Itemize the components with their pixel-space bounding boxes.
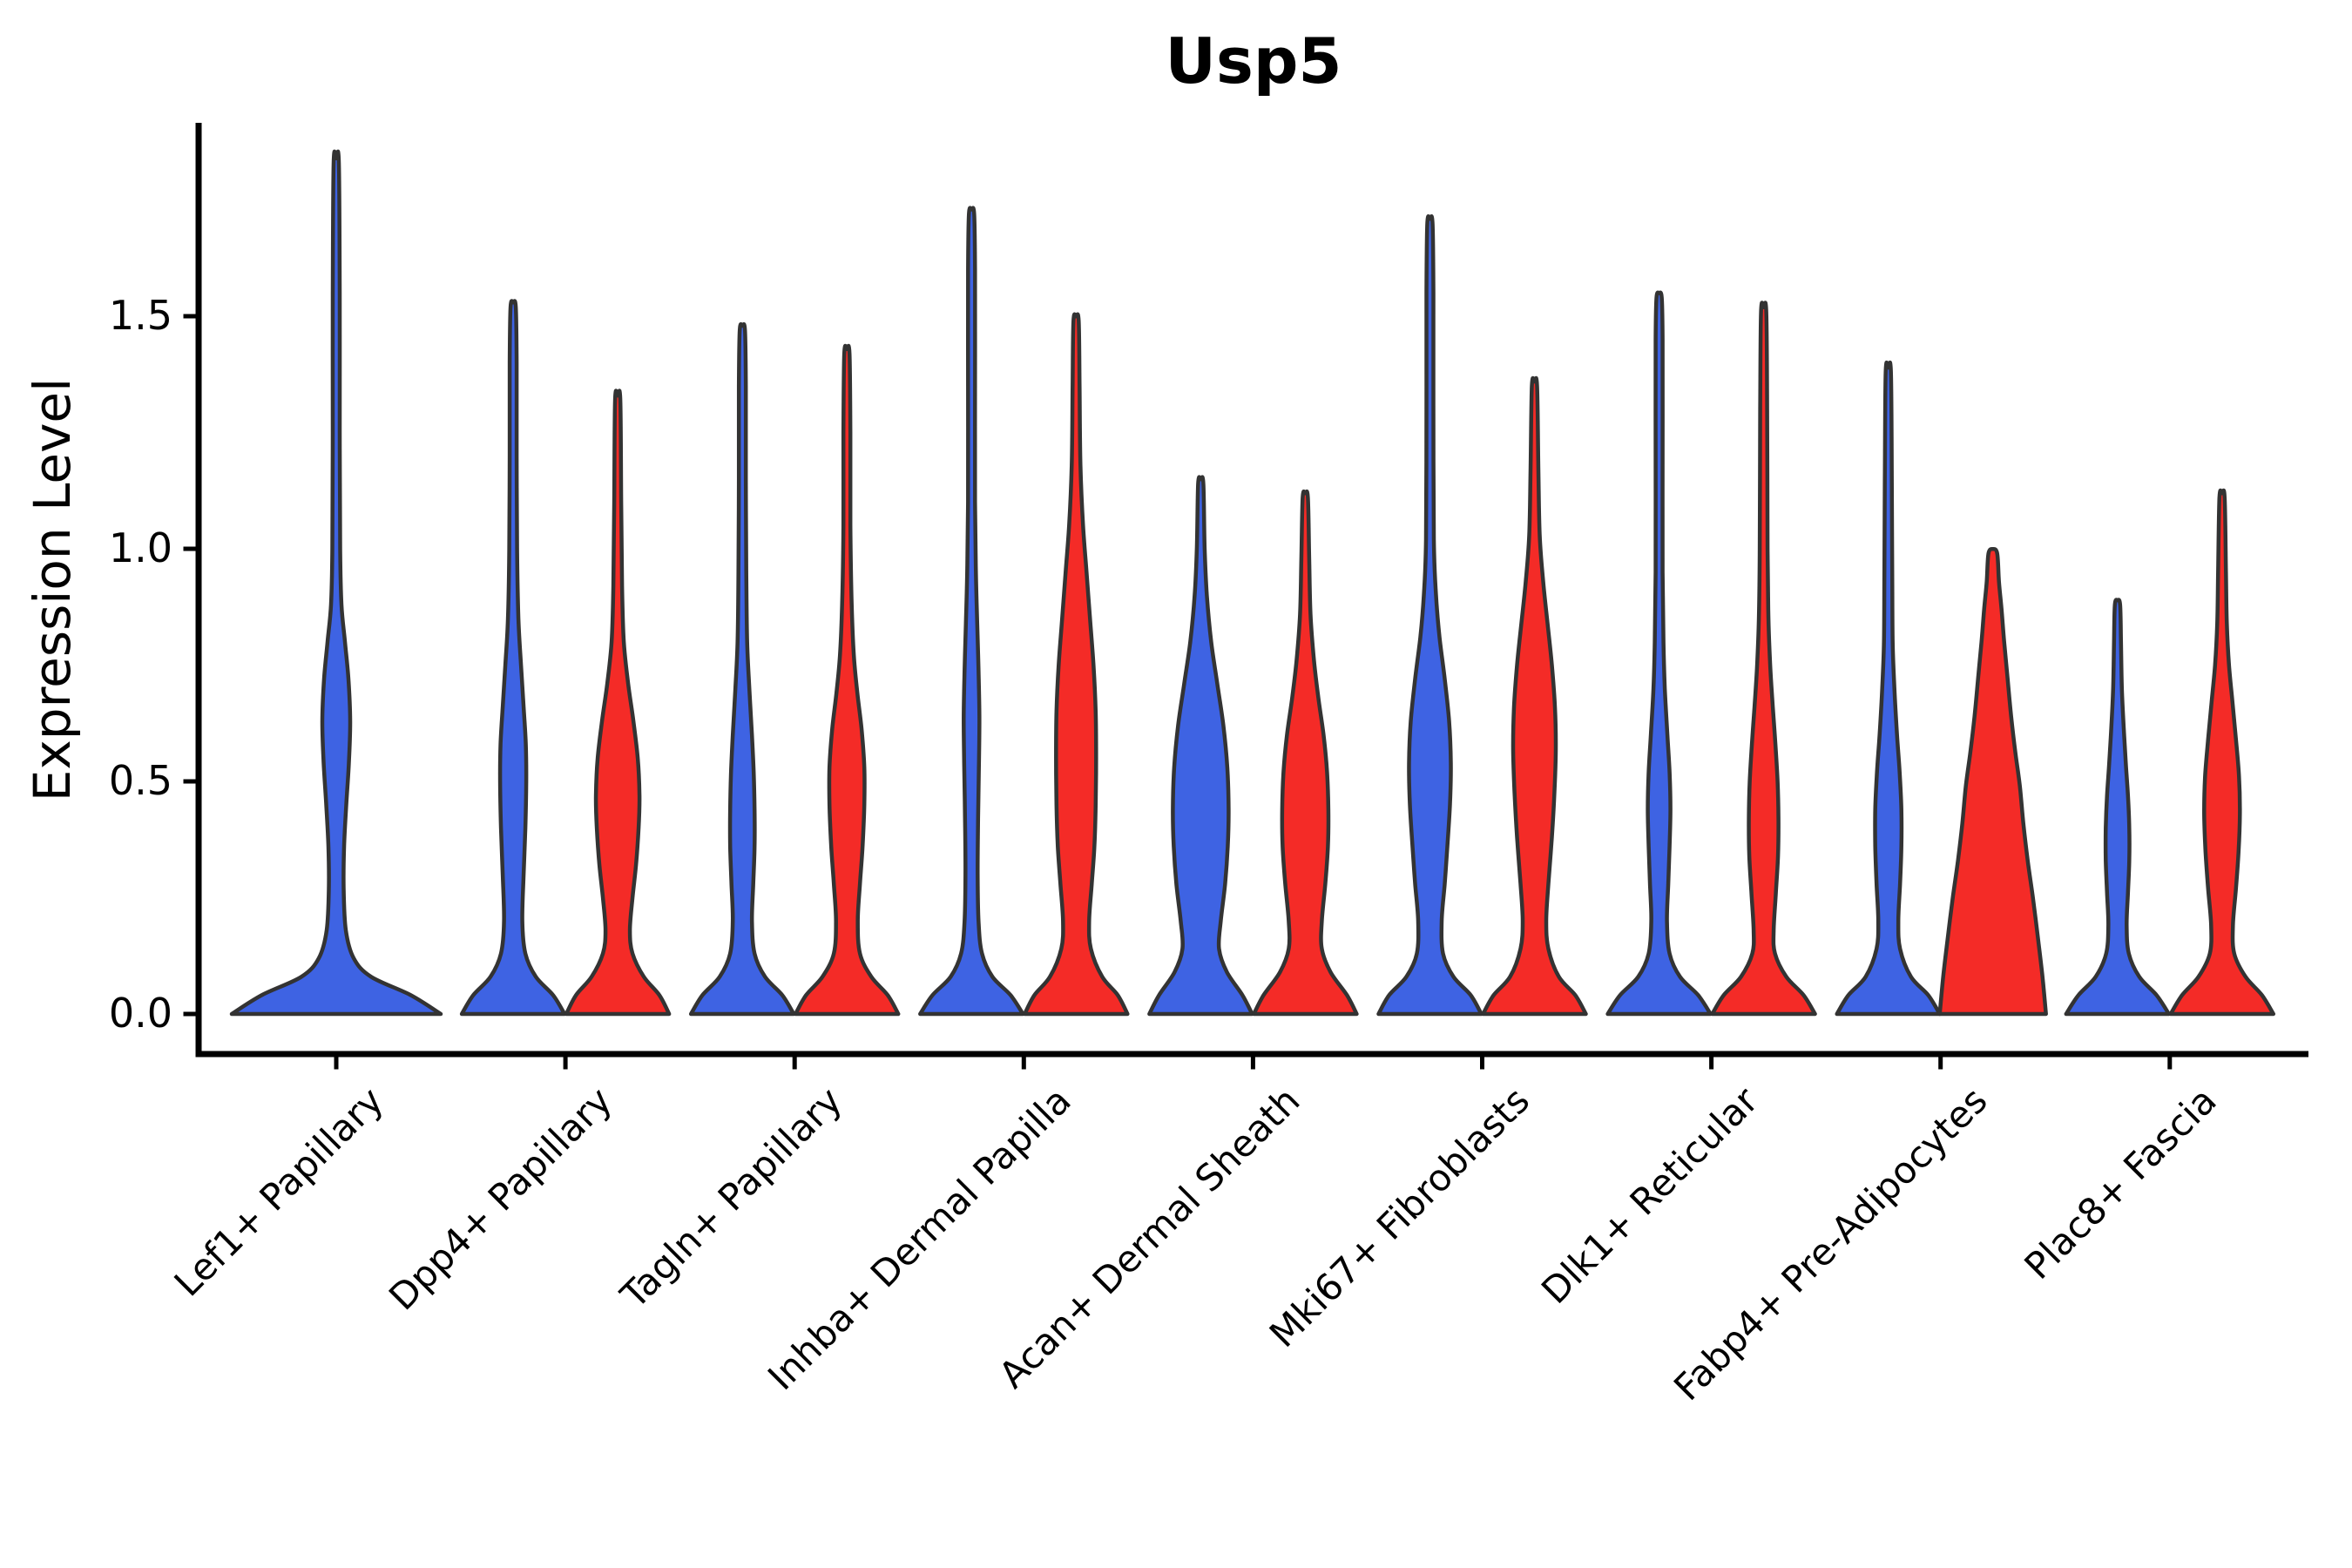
violin-mki67-fibroblasts-red <box>1481 375 1588 1017</box>
violin-acan-dermal-sheath-blue <box>1147 475 1254 1017</box>
y-tick-label: 0.5 <box>108 757 172 804</box>
violin-inhba-dermal-papilla-blue <box>918 206 1025 1017</box>
violin-fabp4-pre-adipocytes-red <box>1937 546 2048 1017</box>
x-tick-mark <box>792 1057 797 1070</box>
violin-dpp4-papillary-blue <box>459 299 567 1017</box>
y-axis-spine <box>195 123 202 1058</box>
y-tick-mark <box>183 1011 196 1017</box>
y-tick-label: 1.5 <box>108 292 172 339</box>
x-tick-mark <box>1938 1057 1943 1070</box>
y-axis-label: Expression Level <box>23 377 82 802</box>
violin-dlk1-reticular-blue <box>1605 290 1713 1017</box>
violin-tagln-papillary-red <box>793 343 901 1017</box>
y-tick-mark <box>183 314 196 319</box>
x-tick-mark <box>563 1057 568 1070</box>
x-axis-spine <box>195 1051 2308 1058</box>
violin-fabp4-pre-adipocytes-blue <box>1835 360 1942 1017</box>
violin-plac8-fascia-blue <box>2064 598 2172 1017</box>
x-tick-mark <box>334 1057 339 1070</box>
x-tick-mark <box>1709 1057 1714 1070</box>
violin-plac8-fascia-red <box>2168 488 2276 1017</box>
violin-tagln-papillary-blue <box>688 321 796 1017</box>
x-tick-mark <box>1480 1057 1484 1070</box>
y-tick-label: 0.0 <box>108 990 172 1037</box>
x-tick-mark <box>1250 1057 1255 1070</box>
y-tick-mark <box>183 779 196 784</box>
y-tick-label: 1.0 <box>108 524 172 571</box>
page-title: Usp5 <box>1165 24 1342 98</box>
violin-acan-dermal-sheath-red <box>1252 489 1359 1017</box>
violin-mki67-fibroblasts-blue <box>1376 214 1484 1017</box>
violin-dlk1-reticular-red <box>1710 301 1817 1017</box>
violin-dpp4-papillary-red <box>564 389 672 1017</box>
x-tick-mark <box>1021 1057 1026 1070</box>
x-tick-mark <box>2167 1057 2173 1070</box>
violin-lef1-papillary-blue <box>229 149 443 1017</box>
violin-inhba-dermal-papilla-red <box>1023 312 1130 1017</box>
y-tick-mark <box>183 546 196 551</box>
